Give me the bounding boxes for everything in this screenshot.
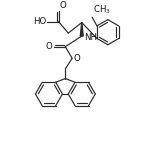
Text: CH$_3$: CH$_3$ — [93, 4, 111, 16]
Text: HO: HO — [33, 17, 46, 26]
Polygon shape — [80, 22, 83, 36]
Text: O: O — [60, 1, 66, 10]
Text: O: O — [74, 54, 80, 63]
Text: O: O — [45, 42, 52, 51]
Text: NH: NH — [84, 33, 97, 42]
